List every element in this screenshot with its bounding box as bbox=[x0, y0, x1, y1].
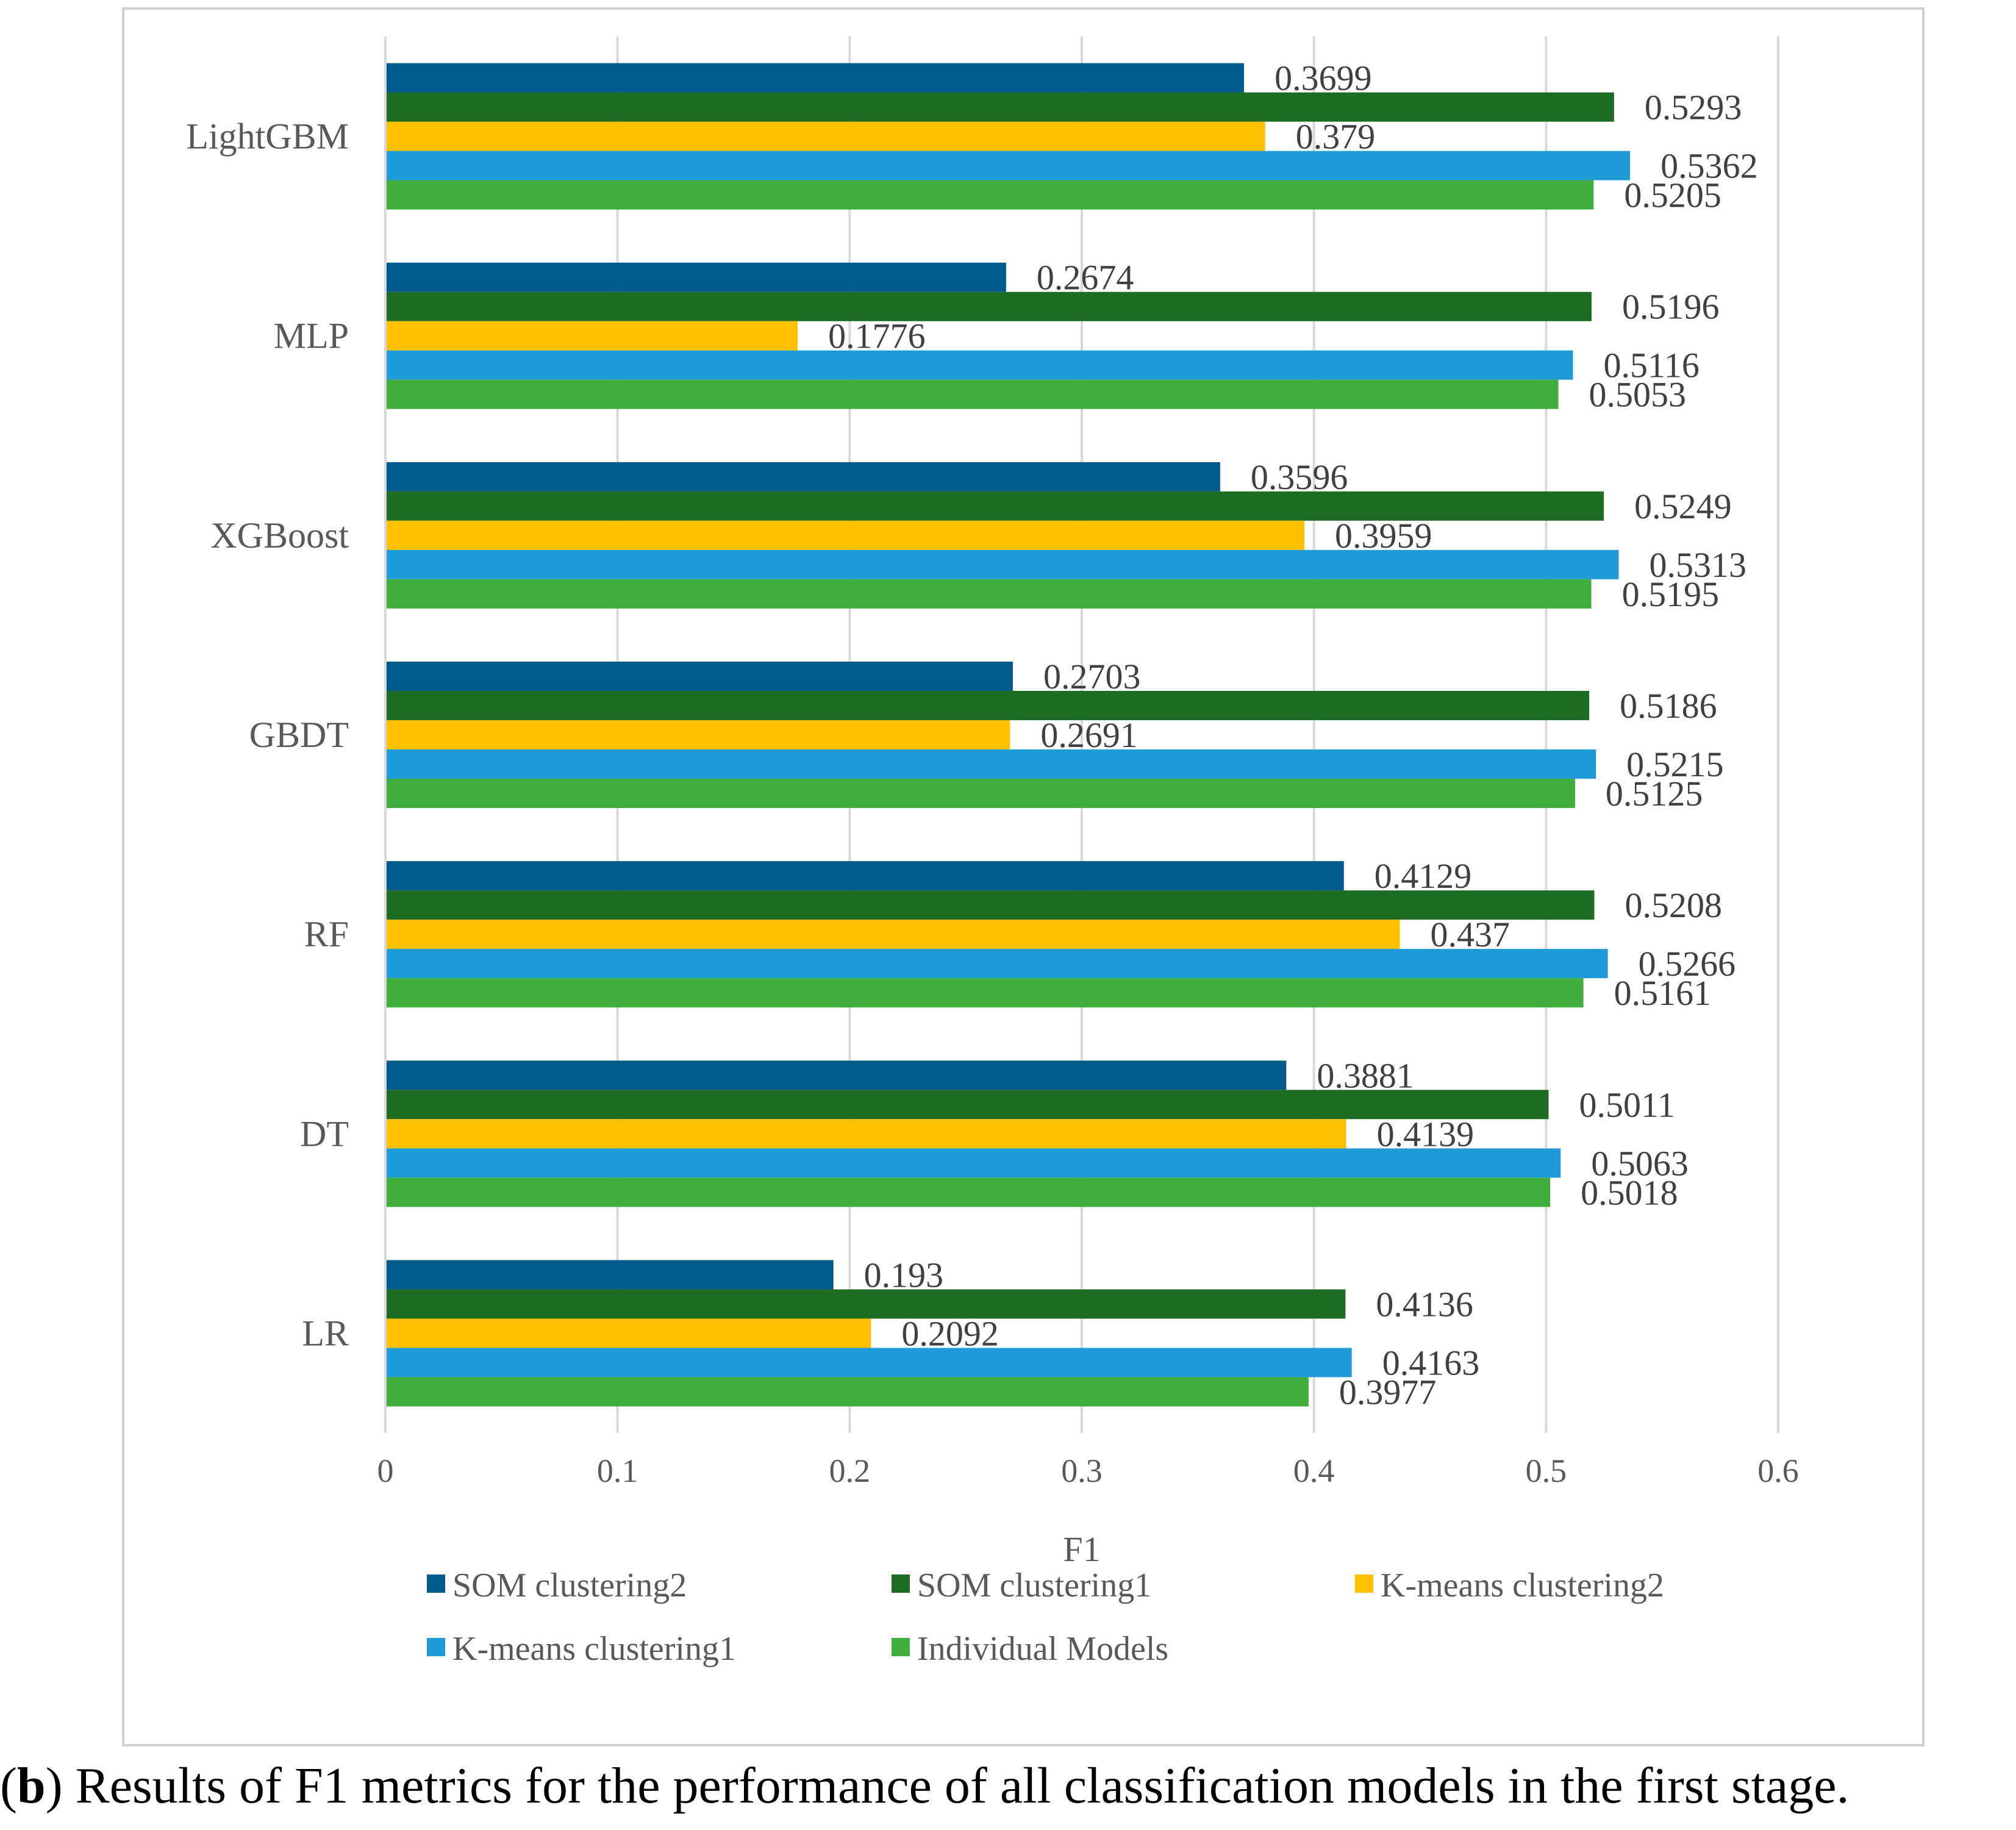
bar-gbdt-3 bbox=[385, 749, 1596, 779]
bar-mlp-2 bbox=[385, 321, 798, 351]
bar-mlp-0 bbox=[385, 262, 1006, 292]
category-label-mlp: MLP bbox=[274, 316, 349, 356]
bar-dt-3 bbox=[385, 1148, 1561, 1178]
bar-xgboost-1 bbox=[385, 491, 1604, 521]
chart-svg: 0 0.1 0.2 0.3 0.4 0.5 0.6 F1 LightGBM 0.3699 0.529… bbox=[186, 37, 1799, 1668]
bar-xgboost-4 bbox=[385, 579, 1592, 609]
bar-lightgbm-0 bbox=[385, 63, 1245, 93]
bar-lightgbm-4 bbox=[385, 180, 1594, 210]
bar-rf-3 bbox=[385, 949, 1608, 979]
x-tick-label-5: 0.5 bbox=[1526, 1453, 1567, 1489]
x-tick-label-0: 0 bbox=[377, 1453, 394, 1489]
x-tick-label-1: 0.1 bbox=[597, 1453, 638, 1489]
data-label-mlp-4: 0.5053 bbox=[1589, 375, 1687, 415]
x-tick-label-4: 0.4 bbox=[1293, 1453, 1335, 1489]
bar-lr-3 bbox=[385, 1348, 1352, 1378]
bar-mlp-3 bbox=[385, 350, 1573, 380]
data-label-gbdt-3: 0.5215 bbox=[1626, 745, 1724, 784]
bar-xgboost-3 bbox=[385, 549, 1619, 579]
bar-lightgbm-2 bbox=[385, 121, 1265, 151]
data-label-dt-0: 0.3881 bbox=[1317, 1056, 1414, 1095]
caption-letter: b bbox=[16, 1757, 46, 1814]
bar-xgboost-2 bbox=[385, 520, 1305, 550]
category-label-rf: RF bbox=[304, 914, 349, 954]
bar-mlp-4 bbox=[385, 379, 1559, 409]
data-label-lr-1: 0.4136 bbox=[1376, 1284, 1473, 1324]
legend-label-2: K-means clustering2 bbox=[1381, 1567, 1664, 1604]
legend-swatch-4 bbox=[892, 1638, 910, 1656]
x-tick-label-6: 0.6 bbox=[1757, 1453, 1799, 1489]
bar-lightgbm-1 bbox=[385, 92, 1614, 122]
data-label-lr-4: 0.3977 bbox=[1339, 1372, 1437, 1412]
data-label-dt-1: 0.5011 bbox=[1579, 1085, 1675, 1124]
bar-lr-4 bbox=[385, 1377, 1309, 1407]
legend-swatch-2 bbox=[1355, 1574, 1373, 1593]
legend-swatch-3 bbox=[427, 1638, 445, 1656]
data-label-rf-3: 0.5266 bbox=[1639, 944, 1736, 984]
bar-gbdt-4 bbox=[385, 779, 1575, 808]
figure-caption: (b) Results of F1 metrics for the perfor… bbox=[0, 1757, 1850, 1814]
bar-mlp-1 bbox=[385, 291, 1592, 321]
x-tick-label-3: 0.3 bbox=[1061, 1453, 1103, 1489]
data-label-gbdt-2: 0.2691 bbox=[1040, 715, 1138, 755]
bar-lr-1 bbox=[385, 1289, 1346, 1319]
data-label-lightgbm-1: 0.5293 bbox=[1645, 88, 1742, 127]
data-label-xgboost-4: 0.5195 bbox=[1622, 574, 1720, 614]
caption-text: ) Results of F1 metrics for the performa… bbox=[45, 1757, 1850, 1814]
category-label-lr: LR bbox=[302, 1313, 349, 1353]
bar-rf-4 bbox=[385, 978, 1584, 1008]
legend-label-1: SOM clustering1 bbox=[917, 1567, 1151, 1604]
data-label-rf-4: 0.5161 bbox=[1614, 973, 1712, 1013]
data-label-xgboost-2: 0.3959 bbox=[1335, 516, 1432, 556]
category-label-xgboost: XGBoost bbox=[210, 515, 349, 556]
data-label-mlp-3: 0.5116 bbox=[1603, 346, 1699, 385]
data-label-xgboost-3: 0.5313 bbox=[1649, 545, 1746, 585]
data-label-dt-2: 0.4139 bbox=[1377, 1114, 1474, 1154]
data-label-gbdt-4: 0.5125 bbox=[1606, 774, 1703, 813]
legend-swatch-1 bbox=[892, 1574, 910, 1593]
x-tick-label-2: 0.2 bbox=[829, 1453, 871, 1489]
data-label-lightgbm-3: 0.5362 bbox=[1660, 146, 1758, 186]
bar-gbdt-0 bbox=[385, 662, 1013, 691]
data-label-lightgbm-0: 0.3699 bbox=[1274, 59, 1372, 98]
data-label-dt-3: 0.5063 bbox=[1591, 1143, 1689, 1183]
data-label-lightgbm-2: 0.379 bbox=[1296, 117, 1376, 157]
data-label-gbdt-0: 0.2703 bbox=[1043, 657, 1141, 696]
data-label-lr-3: 0.4163 bbox=[1382, 1343, 1480, 1382]
data-label-xgboost-1: 0.5249 bbox=[1634, 487, 1732, 526]
data-label-lightgbm-4: 0.5205 bbox=[1624, 176, 1721, 215]
data-label-rf-1: 0.5208 bbox=[1625, 885, 1723, 925]
bar-xgboost-0 bbox=[385, 462, 1220, 491]
data-label-lr-2: 0.2092 bbox=[901, 1314, 999, 1353]
data-label-dt-4: 0.5018 bbox=[1581, 1173, 1678, 1212]
data-label-mlp-0: 0.2674 bbox=[1037, 258, 1134, 298]
category-label-lightgbm: LightGBM bbox=[186, 116, 349, 157]
legend-swatch-0 bbox=[427, 1574, 445, 1593]
data-label-mlp-2: 0.1776 bbox=[828, 316, 926, 356]
data-label-xgboost-0: 0.3596 bbox=[1251, 457, 1348, 497]
bar-rf-1 bbox=[385, 890, 1595, 920]
category-label-gbdt: GBDT bbox=[249, 715, 349, 755]
data-label-lr-0: 0.193 bbox=[864, 1255, 944, 1295]
bar-gbdt-1 bbox=[385, 691, 1590, 720]
bar-rf-2 bbox=[385, 920, 1400, 949]
data-label-gbdt-1: 0.5186 bbox=[1620, 686, 1717, 726]
bar-lightgbm-3 bbox=[385, 151, 1631, 180]
data-label-rf-0: 0.4129 bbox=[1374, 856, 1472, 896]
bar-gbdt-2 bbox=[385, 720, 1010, 749]
bar-rf-0 bbox=[385, 861, 1344, 891]
legend-label-3: K-means clustering1 bbox=[452, 1630, 736, 1668]
legend-label-4: Individual Models bbox=[917, 1630, 1168, 1668]
bar-dt-0 bbox=[385, 1060, 1287, 1090]
bar-lr-2 bbox=[385, 1318, 871, 1348]
x-axis-title: F1 bbox=[1063, 1529, 1100, 1569]
data-label-mlp-1: 0.5196 bbox=[1622, 287, 1720, 327]
category-label-dt: DT bbox=[300, 1113, 349, 1154]
bar-dt-2 bbox=[385, 1119, 1346, 1149]
data-label-rf-2: 0.437 bbox=[1431, 915, 1510, 954]
bar-lr-0 bbox=[385, 1260, 834, 1290]
bar-dt-4 bbox=[385, 1178, 1551, 1207]
bar-dt-1 bbox=[385, 1090, 1549, 1120]
legend-label-0: SOM clustering2 bbox=[452, 1567, 687, 1604]
